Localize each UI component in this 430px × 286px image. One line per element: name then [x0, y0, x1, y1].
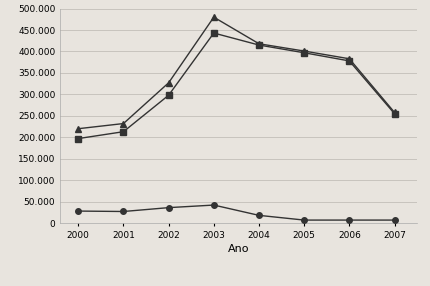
Line: Quazepam: Quazepam: [76, 202, 397, 223]
X-axis label: Ano: Ano: [228, 244, 249, 254]
Flurazepam: [211, 31, 216, 35]
Total: [347, 57, 352, 61]
Total: [392, 111, 397, 114]
Total: [301, 49, 307, 53]
Quazepam: [121, 210, 126, 213]
Line: Total: Total: [75, 14, 398, 132]
Flurazepam: [301, 51, 307, 54]
Total: [121, 122, 126, 125]
Flurazepam: [166, 94, 171, 97]
Quazepam: [256, 214, 261, 217]
Quazepam: [76, 209, 81, 213]
Quazepam: [211, 203, 216, 207]
Quazepam: [392, 219, 397, 222]
Quazepam: [166, 206, 171, 209]
Flurazepam: [256, 43, 261, 47]
Total: [76, 127, 81, 130]
Flurazepam: [76, 137, 81, 140]
Total: [211, 15, 216, 19]
Quazepam: [301, 219, 307, 222]
Total: [256, 42, 261, 45]
Flurazepam: [121, 130, 126, 133]
Flurazepam: [347, 59, 352, 63]
Quazepam: [347, 219, 352, 222]
Flurazepam: [392, 112, 397, 115]
Line: Flurazepam: Flurazepam: [76, 30, 397, 141]
Total: [166, 81, 171, 85]
